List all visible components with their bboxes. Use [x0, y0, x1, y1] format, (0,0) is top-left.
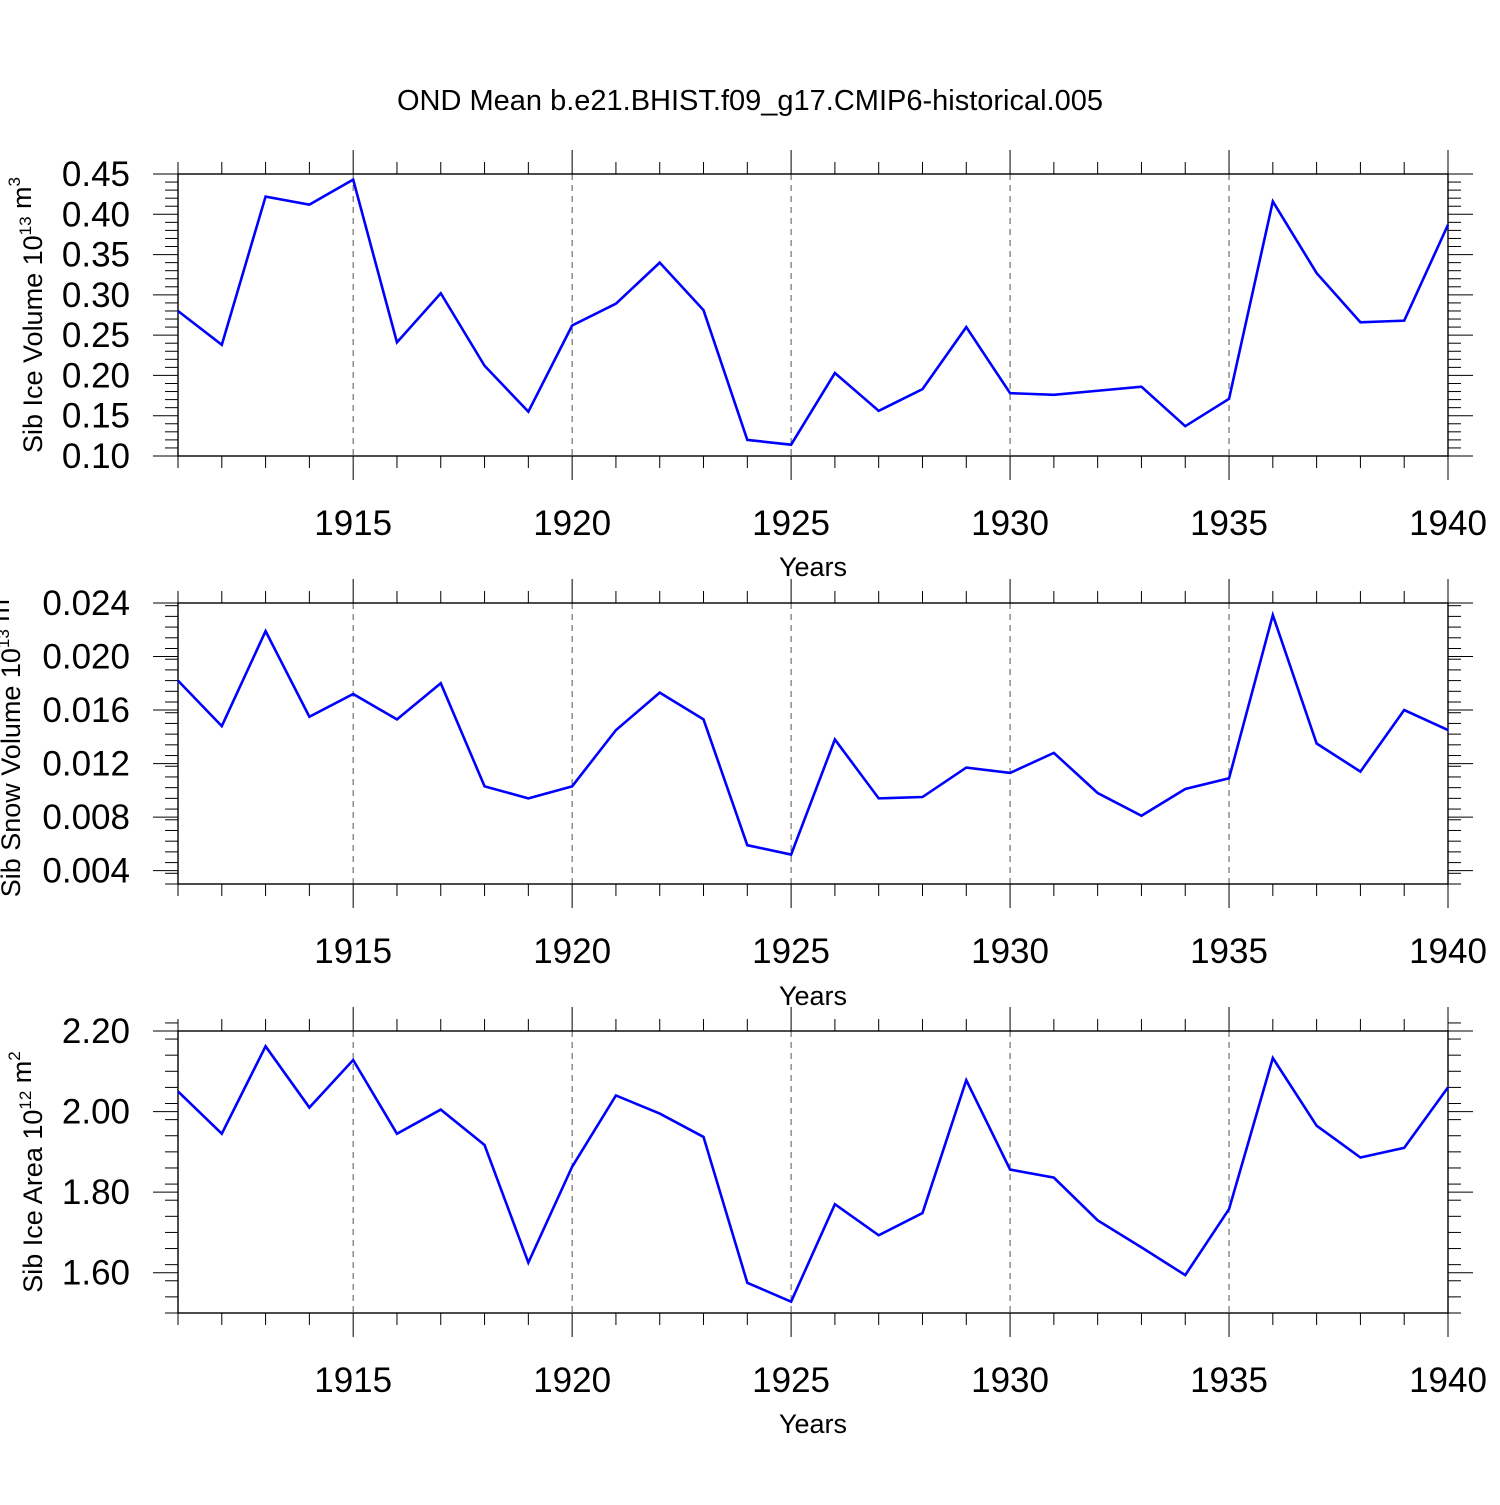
- y-axis-title-superscript: 3: [0, 590, 2, 599]
- y-tick-label: 0.020: [42, 638, 130, 677]
- y-tick-label: 1.80: [62, 1173, 130, 1212]
- x-tick-label: 1915: [314, 504, 392, 543]
- y-axis-title-part: m: [7, 186, 37, 216]
- y-axis-title-superscript: 3: [5, 177, 24, 186]
- y-tick-label: 0.008: [42, 798, 130, 837]
- y-tick-label: 2.20: [62, 1012, 130, 1051]
- y-tick-label: 0.20: [62, 356, 130, 395]
- y-axis-title-part: Sib Snow Volume 10: [0, 648, 26, 897]
- x-tick-label: 1920: [533, 504, 611, 543]
- x-tick-label: 1920: [533, 1361, 611, 1400]
- series-line: [177, 177, 1450, 447]
- y-axis-title-part: m: [7, 1061, 37, 1091]
- y-tick-label: 0.024: [42, 584, 130, 623]
- chart-panel-3: 1.60 1.80 2.00 2.20 1915 1920 1925 1930 1935 1940…: [5, 1007, 1487, 1439]
- plot-frame: [177, 1030, 1449, 1314]
- figure-title: OND Mean b.e21.BHIST.f09_g17.CMIP6-histo…: [397, 85, 1103, 117]
- x-axis-title: Years: [779, 552, 847, 582]
- y-axis-title: Sib Ice Area 1012 m2: [5, 1051, 48, 1293]
- y-tick-label: 0.004: [42, 852, 130, 891]
- y-axis-title-superscript: 13: [16, 216, 35, 235]
- x-tick-label: 1925: [752, 932, 830, 971]
- chart-panel-2: 0.004 0.008 0.012 0.016 0.020 0.024 1915 1920 19…: [0, 579, 1487, 1011]
- chart-panel-1: 0.100.150.200.250.300.350.400.45 1915 1920…: [5, 150, 1487, 582]
- x-tick-label: 1940: [1409, 504, 1487, 543]
- x-tick-label: 1920: [533, 932, 611, 971]
- y-axis-title-part: Sib Ice Volume 10: [18, 235, 48, 453]
- x-tick-label: 1935: [1190, 932, 1268, 971]
- x-tick-label: 1925: [752, 1361, 830, 1400]
- x-tick-label: 1935: [1190, 1361, 1268, 1400]
- y-tick-label: 0.30: [62, 276, 130, 315]
- y-axis-title-part: Sib Ice Area 10: [18, 1110, 48, 1293]
- y-tick-label: 0.45: [62, 155, 130, 194]
- series-line: [177, 610, 1449, 857]
- x-tick-label: 1935: [1190, 504, 1268, 543]
- plot-frame: [177, 602, 1449, 885]
- x-axis-title: Years: [779, 981, 847, 1011]
- y-tick-label: 0.15: [62, 397, 130, 436]
- plot-frame: [177, 173, 1449, 457]
- y-tick-label: 0.012: [42, 745, 130, 784]
- y-tick-label: 0.35: [62, 236, 130, 275]
- y-tick-label: 0.40: [62, 195, 130, 234]
- x-tick-label: 1915: [314, 1361, 392, 1400]
- x-tick-label: 1930: [971, 504, 1049, 543]
- y-axis-title: Sib Ice Volume 1013 m3: [5, 177, 48, 453]
- y-axis-title: Sib Snow Volume 1013 m3: [0, 590, 26, 898]
- x-tick-label: 1940: [1409, 1361, 1487, 1400]
- x-tick-label: 1930: [971, 932, 1049, 971]
- y-axis-title-part: m: [0, 599, 15, 629]
- y-axis-title-superscript: 2: [5, 1051, 24, 1060]
- y-tick-label: 1.60: [62, 1254, 130, 1293]
- y-tick-label: 0.25: [62, 316, 130, 355]
- series-line: [177, 1043, 1450, 1304]
- y-tick-label: 2.00: [62, 1093, 130, 1132]
- y-tick-label: 0.10: [62, 437, 130, 476]
- y-tick-label: 0.016: [42, 691, 130, 730]
- x-tick-label: 1925: [752, 504, 830, 543]
- x-tick-label: 1940: [1409, 932, 1487, 971]
- y-axis-title-superscript: 12: [16, 1091, 35, 1110]
- x-axis-title: Years: [779, 1409, 847, 1439]
- x-tick-label: 1915: [314, 932, 392, 971]
- x-tick-label: 1930: [971, 1361, 1049, 1400]
- y-axis-title-superscript: 13: [0, 629, 13, 648]
